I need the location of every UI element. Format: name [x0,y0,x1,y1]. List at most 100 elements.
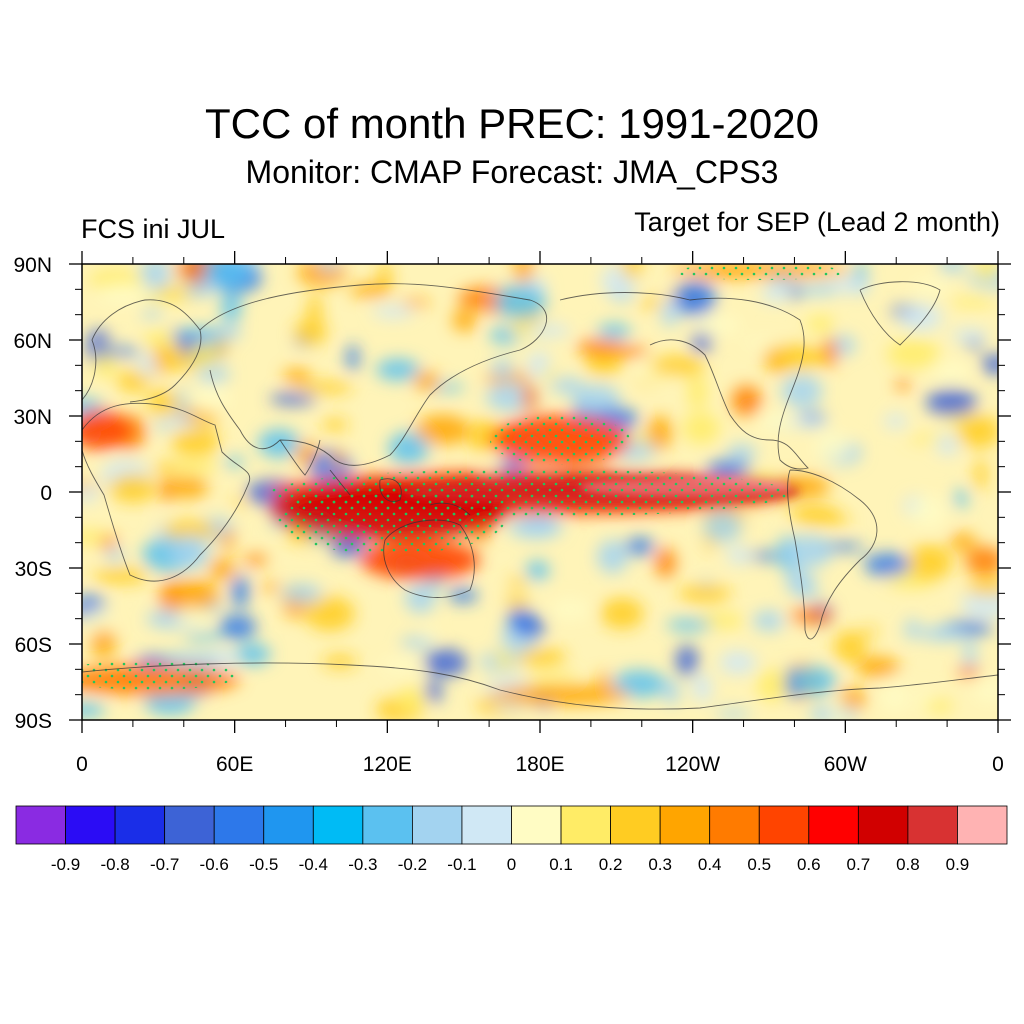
colorbar-swatch [957,805,1008,845]
colorbar-label: 0.2 [599,855,623,874]
tcc-patch [899,304,943,331]
tcc-patch [974,458,988,491]
tcc-patch [82,486,100,502]
colorbar-label: -0.3 [348,855,377,874]
tcc-patch [151,462,181,474]
tcc-patch [771,343,827,370]
tcc-patch [183,386,226,411]
tcc-patch [307,294,322,325]
tcc-patch [331,449,344,470]
tcc-patch [322,654,358,669]
tcc-patch [219,614,257,640]
tcc-patch [93,347,143,357]
tcc-patch [491,358,514,379]
coast-south-america [787,469,878,640]
colorbar-swatch [511,805,562,845]
tcc-patch [346,344,359,372]
tcc-patch [674,280,716,317]
tcc-patch [269,393,317,405]
tcc-patch [687,374,708,410]
tcc-patch [748,551,785,561]
colorbar-swatch [610,805,661,845]
tcc-patch [957,664,980,678]
tcc-patch [109,473,157,503]
tcc-patch [183,283,216,298]
tcc-patch [235,643,271,666]
colorbar-swatch [758,805,810,845]
tcc-patch [421,626,437,641]
tcc-patch [788,607,835,625]
tcc-patch [719,650,757,675]
lat-tick-label: 30S [15,558,52,581]
lon-tick-label: 60W [824,753,867,776]
tcc-patch [180,461,193,471]
coast-europe [82,299,202,403]
tcc-patch [675,644,698,677]
lon-tick-label: 120W [665,753,720,776]
tcc-patch [975,264,998,283]
lon-tick-label: 120E [363,753,412,776]
tcc-patch [191,415,220,425]
colorbar-swatch [461,805,512,845]
lat-tick-label: 0 [40,482,52,505]
coastlines [82,281,998,710]
tcc-patch [423,648,468,677]
tcc-patch [319,264,339,272]
tcc-patch [919,625,966,642]
tcc-patch [655,547,676,578]
tcc-patch [960,590,998,619]
tcc-patch [754,411,795,431]
colorbar: -0.9 -0.8 -0.7 -0.6 -0.5 -0.4 -0.3 -0.2 -0.1 0 0.1… [15,805,1008,874]
colorbar-swatch [15,805,66,845]
lon-tick-label: 60E [216,753,253,776]
tcc-patch [703,510,742,543]
chart-subtitle: Monitor: CMAP Forecast: JMA_CPS3 [245,154,779,190]
tcc-patch [166,579,219,612]
tcc-patch [171,535,211,570]
tcc-patch [549,598,591,621]
tcc-patch [196,367,231,383]
tcc-patch [939,264,966,274]
tcc-patch [203,264,252,289]
tcc-patch [884,413,908,429]
tcc-patch [372,305,415,319]
colorbar-label: -0.4 [299,855,328,874]
colorbar-label: -0.2 [398,855,427,874]
tcc-patch [864,553,911,577]
lon-tick-label: 0 [992,753,1004,776]
tcc-patch [507,607,535,633]
tcc-patch [597,323,632,340]
tcc-patch [208,557,237,581]
tcc-patch [297,264,347,287]
tcc-patch [886,339,941,369]
colorbar-swatch [312,805,364,845]
tcc-patch [82,530,108,545]
tcc-patch [498,587,546,596]
tcc-patch [612,346,650,358]
target-label: Target for SEP (Lead 2 month) [634,207,1000,237]
tcc-patch [388,431,430,465]
map-axes: 90N 60N 30N 0 30S 60S 90S 0 60E 120E 180E 120W 60W 0 [13,251,1011,776]
coast-antarctica [82,662,998,710]
colorbar-label: -0.5 [249,855,278,874]
colorbar-swatch [857,805,909,845]
tcc-patch [756,669,789,702]
colorbar-label: 0.4 [698,855,722,874]
tcc-patch [231,574,249,609]
tcc-patch [584,348,623,376]
tcc-patch [513,264,534,284]
tcc-band [82,410,130,450]
colorbar-label: 0.7 [847,855,871,874]
tcc-patch [522,384,538,412]
tcc-patch [621,264,642,280]
tcc-patch [572,384,621,414]
colorbar-swatch [362,805,413,845]
tcc-patch [380,657,426,674]
tcc-patch [879,679,909,714]
significance-stipple [82,660,240,690]
tcc-patch [715,709,751,719]
tcc-patch [742,338,786,347]
tcc-patch [678,584,731,603]
tcc-patch [522,512,556,536]
tcc-patch [597,539,628,574]
